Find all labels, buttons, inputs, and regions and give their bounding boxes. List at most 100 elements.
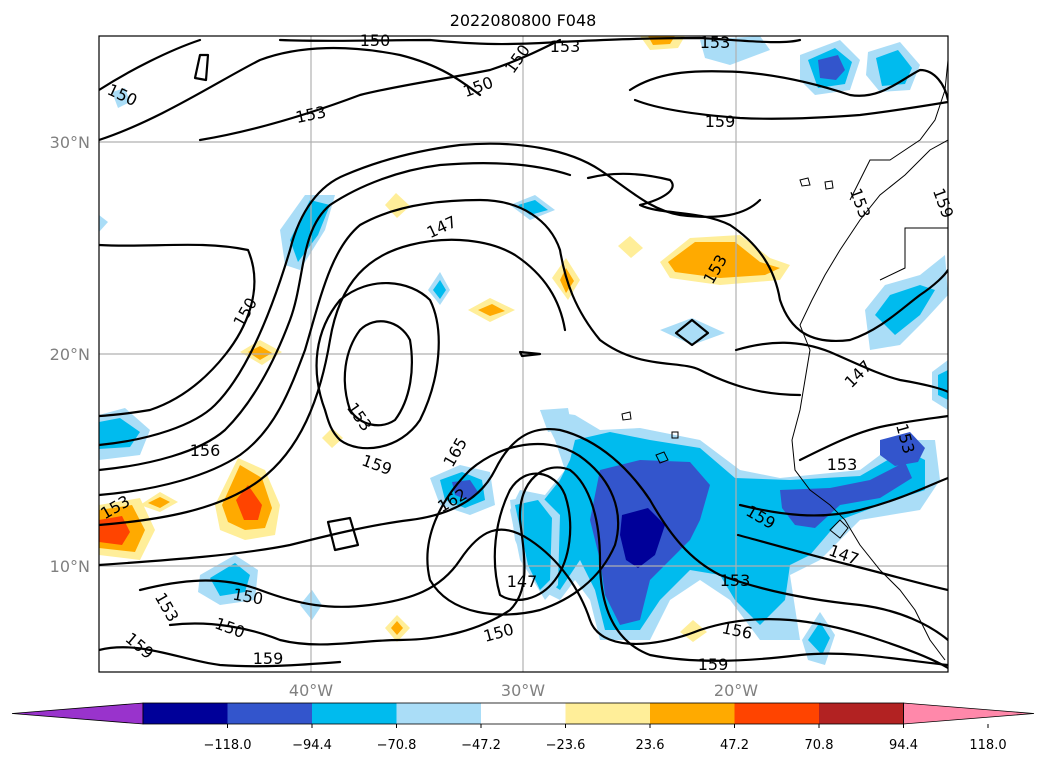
coastline-africa <box>791 139 948 661</box>
colorbar-segment <box>565 703 651 724</box>
colorbar-tick-label: 70.8 <box>805 738 834 753</box>
colorbar-tick-label: 23.6 <box>636 738 665 753</box>
contour-line <box>99 238 567 527</box>
cold-anomaly-small-5-mid <box>808 622 830 655</box>
contour-line <box>326 516 360 552</box>
contour-line <box>798 414 948 462</box>
contour-label: 153 <box>720 571 751 590</box>
lat-tick-label: 30°N <box>50 133 90 152</box>
colorbar: −118.0 −94.4 −70.8 −47.2 −23.6 23.6 47.2 70.8 94… <box>11 702 1035 753</box>
cold-anomaly-small-8 <box>112 88 130 108</box>
contour-line <box>99 198 802 497</box>
contour-label: 153 <box>550 37 581 56</box>
contour-label: 156 <box>190 441 221 460</box>
cold-anomaly-ne2-mid <box>876 50 912 86</box>
warm-anomaly-small-2-mid <box>248 346 272 360</box>
cold-anomaly-ne-core <box>818 55 845 80</box>
lon-tick-label: 20°W <box>714 681 758 700</box>
colorbar-tick-label: −118.0 <box>203 738 251 753</box>
contour-label: 159 <box>705 112 736 131</box>
lat-tick-label: 10°N <box>50 557 90 576</box>
cold-anomaly-ring-core <box>452 480 478 500</box>
longitude-labels: 40°W 30°W 20°W <box>289 681 758 700</box>
colorbar-segment <box>312 703 397 724</box>
cold-anomaly-small-7 <box>99 215 108 232</box>
cold-anomaly-core <box>620 508 665 568</box>
cold-anomaly-top <box>700 36 770 65</box>
latitude-labels: 30°N 20°N 10°N <box>50 133 90 576</box>
warm-anomaly-small-9 <box>680 620 707 642</box>
cold-anomaly-small-3-mid <box>433 280 446 299</box>
colorbar-outline <box>142 702 904 725</box>
colorbar-tick-label: 47.2 <box>720 738 749 753</box>
contour-line <box>734 341 948 394</box>
cold-anomaly-edge-mid <box>938 370 948 400</box>
colorbar-tick-label: −70.8 <box>377 738 417 753</box>
coastline-island-5 <box>671 431 679 439</box>
contour-line <box>518 350 542 358</box>
contour-line <box>99 46 482 142</box>
colorbar-segment <box>650 703 735 724</box>
warm-anomaly-west-core <box>236 485 262 520</box>
contour-line <box>738 476 948 517</box>
colorbar-segment <box>396 703 482 724</box>
colorbar-segment <box>143 703 228 724</box>
lat-tick-label: 20°N <box>50 345 90 364</box>
contour-line <box>99 161 572 472</box>
lon-tick-label: 30°W <box>501 681 545 700</box>
contour-line <box>99 646 342 668</box>
contour-label: 153 <box>700 33 731 52</box>
colorbar-segment <box>819 703 904 724</box>
coastline-island-3 <box>655 451 669 464</box>
coastline-cape-verde <box>829 519 849 539</box>
figure-title: 2022080800 F048 <box>450 11 597 30</box>
warm-anomaly-small-10 <box>322 428 343 448</box>
contour-line <box>168 466 948 667</box>
lon-tick-label: 40°W <box>289 681 333 700</box>
cold-anomaly-east-mid <box>875 285 935 335</box>
graticule <box>99 36 948 672</box>
contour-line <box>99 427 948 642</box>
contour-line <box>99 142 762 447</box>
contour-line <box>633 98 948 120</box>
colorbar-tick-label: 94.4 <box>889 738 918 753</box>
warm-anomaly-small-3-mid <box>478 304 505 316</box>
contour-line <box>99 243 256 418</box>
cold-anomaly-small-6 <box>540 408 572 432</box>
contour-line <box>193 53 210 82</box>
coastline-island-1 <box>799 177 811 187</box>
coastline-island-2 <box>824 180 834 190</box>
contour-line <box>586 172 948 343</box>
colorbar-segment <box>227 703 313 724</box>
contour-label: 150 <box>360 31 391 50</box>
contour-line <box>736 533 948 592</box>
contour-line <box>198 38 562 142</box>
cold-anomaly-sw-mid <box>210 563 250 596</box>
contour-label: 159 <box>253 649 284 668</box>
map-panel: 150 153 150 153 150 150 153 159 147 150 … <box>97 31 957 674</box>
colorbar-tick-label: 118.0 <box>969 738 1006 753</box>
contour-line <box>315 281 440 450</box>
colorbar-tick-label: −94.4 <box>292 738 332 753</box>
colorbar-segment <box>481 703 566 724</box>
contour-line <box>426 442 620 616</box>
colorbar-extension-high <box>903 702 1035 725</box>
coastline-island-4 <box>621 411 632 421</box>
warm-anomaly-large-mid <box>668 242 780 278</box>
cold-anomaly-small-2 <box>660 318 725 345</box>
contour-label: 147 <box>507 572 538 591</box>
colorbar-extension-low <box>11 702 144 725</box>
colorbar-tick-label: −23.6 <box>546 738 586 753</box>
coastline-iberia <box>849 59 948 201</box>
cold-anomaly-strong-3 <box>880 432 925 466</box>
contour-label: 159 <box>698 655 729 674</box>
contour-line <box>343 320 413 427</box>
contour-label: 153 <box>827 455 858 474</box>
warm-anomaly-small-1-mid <box>148 497 170 508</box>
contour-line <box>674 318 710 347</box>
cold-anomaly-narrow-mid <box>515 500 552 590</box>
contour-line <box>628 68 948 102</box>
shaded-fields <box>99 36 948 665</box>
map-frame <box>98 35 949 673</box>
cold-anomaly-strong-2 <box>780 462 912 528</box>
